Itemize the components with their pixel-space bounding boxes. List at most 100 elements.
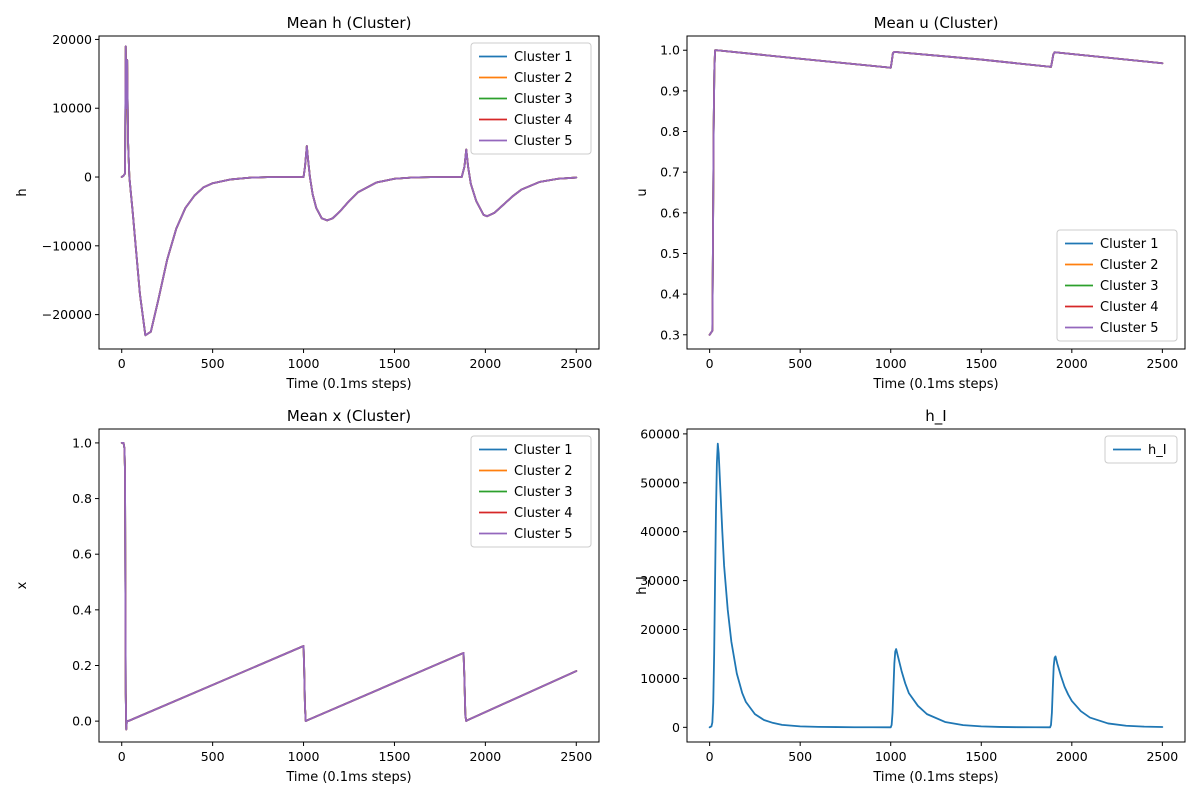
mean-u-y-tick-label: 0.6 [660, 205, 680, 220]
mean-x-series-line-5 [120, 442, 578, 731]
h-i-x-tick-label: 0 [706, 749, 714, 764]
h-i-legend-label-1: h_I [1148, 443, 1167, 458]
mean-u-y-tick-label: 0.8 [660, 124, 680, 139]
mean-x-y-axis-label: x [15, 581, 30, 589]
mean-h-legend-label-2: Cluster 2 [514, 71, 573, 86]
mean-h-x-tick-label: 0 [118, 356, 126, 371]
mean-h-chart: 0 500 1000 1500 2000 2500 −20000 −10000 0 10000 20… [15, 14, 600, 392]
mean-u-legend-box [1056, 229, 1178, 342]
h-i-legend: h_I [1104, 435, 1178, 464]
mean-x-x-tick-label: 1500 [379, 749, 411, 764]
mean-x-legend-label-1: Cluster 1 [514, 443, 573, 458]
mean-x-legend-label-4: Cluster 4 [514, 506, 573, 521]
mean-u-x-tick-label: 0 [706, 356, 714, 371]
mean-x-series-group [120, 442, 578, 731]
mean-u-title: Mean u (Cluster) [874, 14, 999, 32]
mean-h-legend-label-5: Cluster 5 [514, 134, 573, 149]
h-i-x-tick-label: 2000 [1056, 749, 1088, 764]
mean-h-y-tick-label: 0 [84, 170, 92, 185]
h-i-title: h_I [925, 407, 946, 426]
mean-x-legend-box [470, 435, 592, 548]
mean-u-legend-label-1: Cluster 1 [1100, 237, 1159, 252]
mean-u-x-axis-label: Time (0.1ms steps) [872, 377, 998, 392]
mean-h-series-group [120, 45, 578, 337]
h-i-y-tick-label: 60000 [640, 426, 680, 441]
mean-u-axes-frame [686, 35, 1186, 350]
mean-u-x-tick-label: 2000 [1056, 356, 1088, 371]
h-i-y-tick-label: 40000 [640, 524, 680, 539]
mean-h-y-axis-label: h [15, 188, 30, 196]
h-i-y-tick-label: 50000 [640, 475, 680, 490]
h-i-y-tick-label: 10000 [640, 671, 680, 686]
h-i-x-tick-label: 1000 [875, 749, 907, 764]
mean-h-y-tick-label: −10000 [42, 238, 92, 253]
h-i-x-axis-label: Time (0.1ms steps) [872, 770, 998, 785]
h-i-series-group [708, 442, 1164, 729]
mean-h-legend: Cluster 1 Cluster 2 Cluster 3 Cluster 4 Clus… [470, 42, 592, 155]
mean-x-chart: 0 500 1000 1500 2000 2500 0.0 0.2 0.4 0.6 0.8 1.0 Me… [15, 407, 600, 785]
mean-x-y-tick-label: 1.0 [72, 435, 92, 450]
mean-x-title: Mean x (Cluster) [287, 407, 411, 425]
mean-h-axes-frame [98, 35, 600, 350]
mean-x-x-axis-label: Time (0.1ms steps) [285, 770, 411, 785]
mean-x-legend-label-2: Cluster 2 [514, 464, 573, 479]
mean-u-chart: 0 500 1000 1500 2000 2500 0.3 0.4 0.5 0.6 0.7 0.8 0.… [635, 14, 1186, 392]
mean-u-legend-label-5: Cluster 5 [1100, 321, 1159, 336]
mean-x-x-tick-label: 0 [118, 749, 126, 764]
mean-u-legend-label-2: Cluster 2 [1100, 258, 1159, 273]
h-i-y-tick-label: 0 [672, 720, 680, 735]
h-i-axes-frame [686, 428, 1186, 743]
mean-h-y-tick-label: 20000 [52, 32, 92, 47]
mean-x-legend: Cluster 1 Cluster 2 Cluster 3 Cluster 4 Clus… [470, 435, 592, 548]
mean-u-series-line-5 [708, 49, 1164, 336]
mean-u-y-tick-label: 1.0 [660, 43, 680, 58]
mean-u-y-tick-label: 0.5 [660, 246, 680, 261]
h-i-x-tick-label: 500 [788, 749, 812, 764]
h-i-chart: 0 500 1000 1500 2000 2500 0 10000 20000 30000 4000… [635, 407, 1186, 785]
mean-h-y-tick-label: −20000 [42, 307, 92, 322]
mean-u-legend: Cluster 1 Cluster 2 Cluster 3 Cluster 4 Clus… [1056, 229, 1178, 342]
h-i-y-axis-label: h_I [635, 576, 650, 595]
mean-h-legend-box [470, 42, 592, 155]
mean-x-axes-frame [98, 428, 600, 743]
mean-u-y-tick-label: 0.9 [660, 83, 680, 98]
mean-h-legend-label-4: Cluster 4 [514, 113, 573, 128]
mean-h-x-tick-label: 2500 [560, 356, 592, 371]
mean-u-x-tick-label: 1500 [965, 356, 997, 371]
mean-h-x-tick-label: 1500 [379, 356, 411, 371]
h-i-y-tick-label: 30000 [640, 573, 680, 588]
mean-u-legend-label-4: Cluster 4 [1100, 300, 1159, 315]
mean-h-legend-label-3: Cluster 3 [514, 92, 573, 107]
mean-x-x-tick-label: 500 [201, 749, 225, 764]
mean-u-y-tick-label: 0.7 [660, 165, 680, 180]
mean-u-y-tick-label: 0.3 [660, 327, 680, 342]
mean-h-x-axis-label: Time (0.1ms steps) [285, 377, 411, 392]
mean-x-legend-label-5: Cluster 5 [514, 527, 573, 542]
mean-x-x-tick-label: 2000 [469, 749, 501, 764]
mean-u-x-tick-label: 500 [788, 356, 812, 371]
h-i-y-tick-label: 20000 [640, 622, 680, 637]
mean-h-y-tick-label: 10000 [52, 101, 92, 116]
mean-h-x-tick-label: 1000 [288, 356, 320, 371]
mean-x-y-tick-label: 0.4 [72, 602, 92, 617]
mean-u-x-tick-label: 2500 [1146, 356, 1178, 371]
mean-x-x-tick-label: 1000 [288, 749, 320, 764]
mean-u-series-group [708, 49, 1164, 336]
h-i-x-tick-label: 1500 [965, 749, 997, 764]
mean-h-legend-label-1: Cluster 1 [514, 50, 573, 65]
mean-x-y-tick-label: 0.2 [72, 658, 92, 673]
mean-h-title: Mean h (Cluster) [287, 14, 412, 32]
mean-u-x-tick-label: 1000 [875, 356, 907, 371]
mean-h-x-tick-label: 2000 [469, 356, 501, 371]
h-i-series-line-1 [708, 442, 1164, 729]
mean-x-legend-label-3: Cluster 3 [514, 485, 573, 500]
mean-u-y-tick-label: 0.4 [660, 287, 680, 302]
mean-x-y-tick-label: 0.0 [72, 714, 92, 729]
h-i-x-tick-label: 2500 [1146, 749, 1178, 764]
mean-x-y-tick-label: 0.8 [72, 491, 92, 506]
mean-u-legend-label-3: Cluster 3 [1100, 279, 1159, 294]
mean-h-x-tick-label: 500 [201, 356, 225, 371]
mean-x-x-tick-label: 2500 [560, 749, 592, 764]
mean-u-y-axis-label: u [635, 188, 650, 196]
mean-x-y-tick-label: 0.6 [72, 547, 92, 562]
